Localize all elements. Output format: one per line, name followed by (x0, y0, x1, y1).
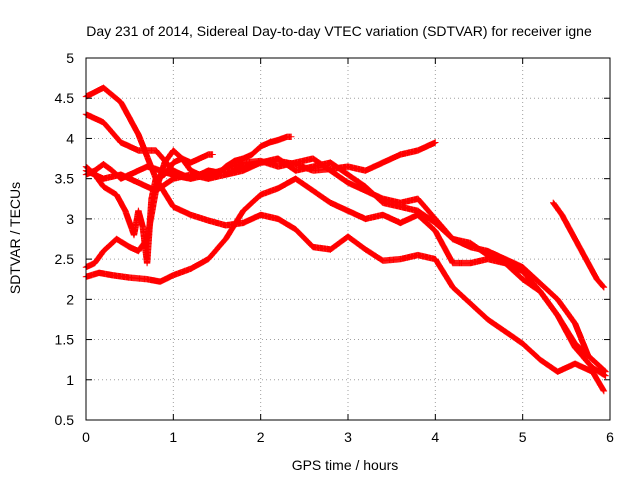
series-trace-5 (82, 133, 295, 271)
x-tick-label: 4 (431, 429, 439, 445)
x-tick-label: 3 (344, 429, 352, 445)
data-marks (82, 84, 609, 395)
x-tick-label: 0 (82, 429, 90, 445)
grid (86, 58, 610, 420)
series-trace-1 (82, 84, 608, 395)
y-tick-label: 1.5 (55, 332, 75, 348)
series-trace-9 (550, 199, 608, 291)
y-tick-label: 3.5 (55, 171, 75, 187)
y-tick-label: 4.5 (55, 90, 75, 106)
y-tick-label: 2.5 (55, 251, 75, 267)
x-tick-label: 2 (257, 429, 265, 445)
y-tick-label: 4 (66, 130, 74, 146)
y-axis-label: SDTVAR / TECUs (7, 182, 23, 294)
series-trace-2 (82, 111, 609, 379)
chart-title: Day 231 of 2014, Sidereal Day-to-day VTE… (86, 23, 592, 39)
x-axis-label: GPS time / hours (292, 457, 399, 473)
y-tick-label: 5 (66, 50, 74, 66)
axis-ticks: 0 1 2 3 4 5 6 0.5 1 1.5 2 2.5 3 3.5 4 4.5 5 (55, 50, 615, 445)
x-tick-label: 6 (606, 429, 614, 445)
y-tick-label: 2 (66, 291, 74, 307)
y-tick-label: 3 (66, 211, 74, 227)
y-tick-label: 0.5 (55, 412, 75, 428)
y-tick-label: 1 (66, 372, 74, 388)
x-tick-label: 1 (169, 429, 177, 445)
series-trace-8 (222, 139, 439, 178)
x-tick-label: 5 (519, 429, 527, 445)
